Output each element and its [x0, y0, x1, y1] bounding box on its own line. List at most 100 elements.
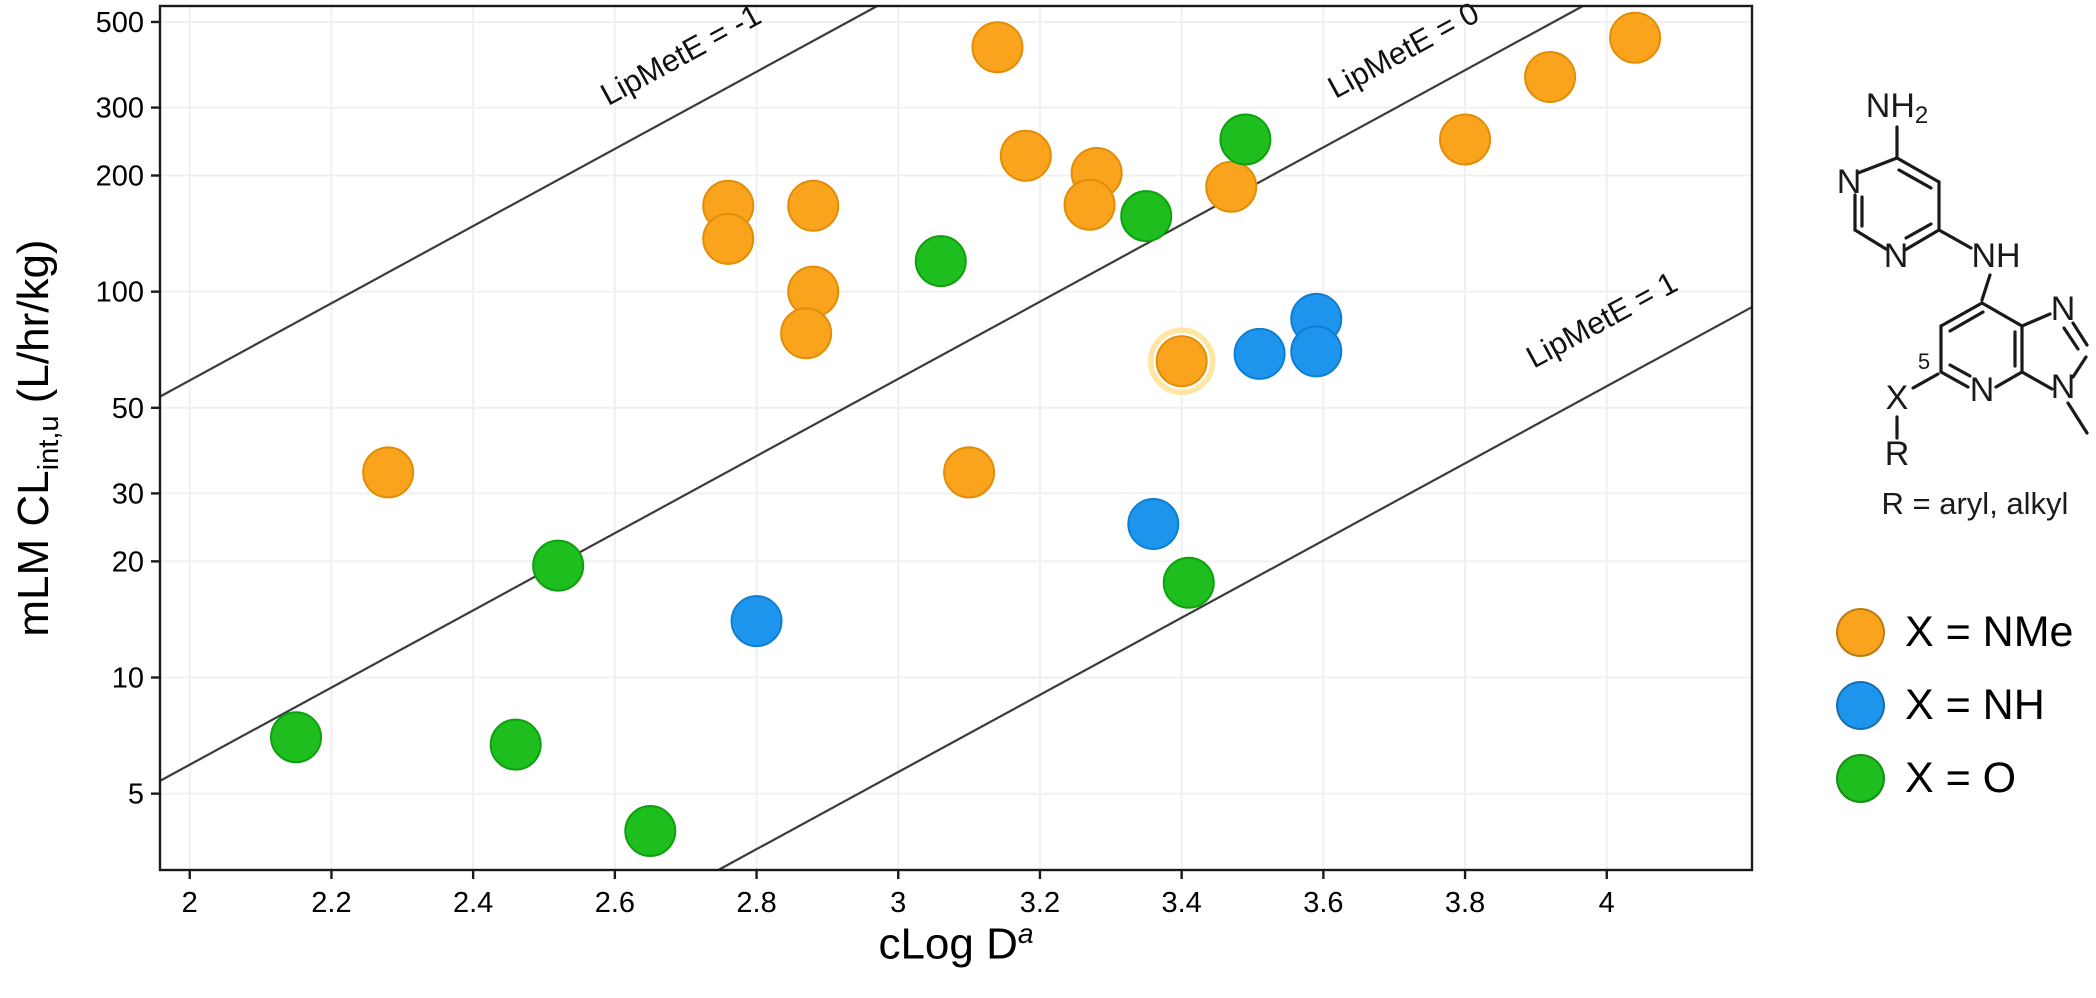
legend-label: X = NH: [1905, 681, 2045, 729]
legend-label: X = O: [1905, 754, 2017, 802]
reference-line: [159, 5, 1584, 782]
data-point: [914, 235, 967, 288]
highlight-ring: [1147, 327, 1216, 396]
data-point: [1219, 113, 1272, 166]
legend-item-nme: X = NMe: [1836, 608, 2073, 657]
y-tick-label: 50: [112, 393, 144, 425]
data-point: [780, 307, 833, 360]
bond-double: [2062, 326, 2080, 351]
data-point: [999, 129, 1052, 182]
legend-item-nh: X = NH: [1836, 681, 2073, 730]
bond-double: [1948, 310, 1985, 333]
bond-double: [1948, 363, 1972, 378]
data-point: [489, 718, 542, 771]
data-point: [270, 711, 323, 764]
data-point: [787, 179, 840, 232]
reference-line: [159, 5, 878, 398]
y-tick-label: 300: [96, 93, 144, 125]
data-point: [1063, 178, 1116, 231]
bond: [1939, 370, 1970, 389]
data-point: [1155, 335, 1208, 388]
y-tick-label: 5: [128, 779, 144, 811]
data-point: [1205, 160, 1258, 213]
x-tick-label: 2: [182, 887, 198, 919]
x-tick-label: 3.8: [1445, 887, 1485, 919]
r-substituent-label: R: [1885, 435, 1910, 470]
x-tick-label: 2.8: [736, 887, 776, 919]
data-point: [624, 805, 677, 858]
imidazole-nitrogen-label: N: [2051, 368, 2076, 406]
reference-line-label: LipMetE = -1: [595, 0, 767, 112]
data-point: [362, 446, 415, 499]
legend-item-o: X = O: [1836, 754, 2073, 803]
structure-caption: R = aryl, alkyl: [1881, 486, 2069, 521]
imidazole-nitrogen-label: N: [2051, 290, 2076, 328]
legend: X = NMe X = NH X = O: [1836, 608, 2073, 803]
bond: [1903, 228, 1941, 252]
bond: [1937, 228, 1973, 250]
data-point: [1609, 11, 1662, 64]
position-5-label: 5: [1918, 349, 1930, 374]
bond: [2071, 321, 2089, 347]
data-point: [1524, 51, 1577, 104]
data-point: [1439, 113, 1492, 166]
reference-line-label: LipMetE = 0: [1322, 0, 1485, 105]
y-tick-label: 20: [112, 546, 144, 578]
x-tick-label: 3: [890, 887, 906, 919]
data-point: [971, 21, 1024, 74]
y-tick-label: 500: [96, 7, 144, 39]
bond-double: [1904, 222, 1933, 240]
chemical-structure: NH2 N N NH N N N 5 X R: [1837, 87, 2089, 470]
legend-label: X = NMe: [1905, 608, 2074, 656]
bond: [2071, 355, 2088, 379]
bond-methyl: [2066, 401, 2089, 435]
data-point: [702, 212, 755, 265]
x-tick-label: 3.2: [1020, 887, 1060, 919]
y-tick-label: 30: [112, 478, 144, 510]
legend-swatch-green: [1836, 754, 1885, 803]
bond: [1853, 228, 1888, 251]
x-axis-label: cLog Da: [656, 918, 1256, 970]
data-point: [1120, 190, 1173, 243]
bond: [1911, 372, 1940, 390]
data-point: [532, 539, 585, 592]
pyridine-nitrogen-label: N: [1970, 371, 1995, 409]
x-tick-label: 3.4: [1161, 887, 1201, 919]
bond-double: [1897, 168, 1933, 190]
y-tick-label: 200: [96, 161, 144, 193]
data-point: [730, 595, 783, 648]
x-tick-label: 2.2: [311, 887, 351, 919]
data-point: [1127, 497, 1180, 550]
x-tick-label: 3.6: [1303, 887, 1343, 919]
bond: [2020, 370, 2054, 391]
reference-line: [717, 306, 1753, 871]
data-point: [1162, 556, 1215, 609]
linker-nh-label: NH: [1971, 237, 2020, 275]
y-axis-label-units: (L/hr/kg): [9, 239, 58, 416]
legend-swatch-blue: [1836, 681, 1885, 730]
bond: [1994, 370, 2024, 389]
y-axis-label-text: mLM CL: [9, 470, 58, 637]
x-axis-label-text: cLog D: [878, 919, 1018, 969]
bond: [1856, 156, 1899, 175]
x-tick-label: 2.6: [595, 887, 635, 919]
amine-label: NH2: [1866, 87, 1928, 129]
bond: [1895, 156, 1941, 184]
y-axis-label-subscript: int,u: [32, 415, 65, 471]
legend-swatch-orange: [1836, 608, 1885, 657]
x-substituent-label: X: [1886, 379, 1909, 417]
bond: [1980, 273, 1992, 302]
pyrimidine-nitrogen-label: N: [1837, 163, 1862, 201]
data-point: [943, 446, 996, 499]
x-tick-label: 2.4: [453, 887, 493, 919]
y-axis-label: mLM CLint,u (L/hr/kg): [9, 48, 65, 828]
x-axis-label-superscript: a: [1017, 918, 1034, 949]
y-tick-label: 100: [96, 277, 144, 309]
data-point: [1290, 325, 1343, 378]
plot-border: [158, 4, 1754, 872]
pyrimidine-nitrogen-label: N: [1884, 237, 1909, 275]
data-point: [1233, 327, 1286, 380]
bond: [1980, 301, 2024, 328]
